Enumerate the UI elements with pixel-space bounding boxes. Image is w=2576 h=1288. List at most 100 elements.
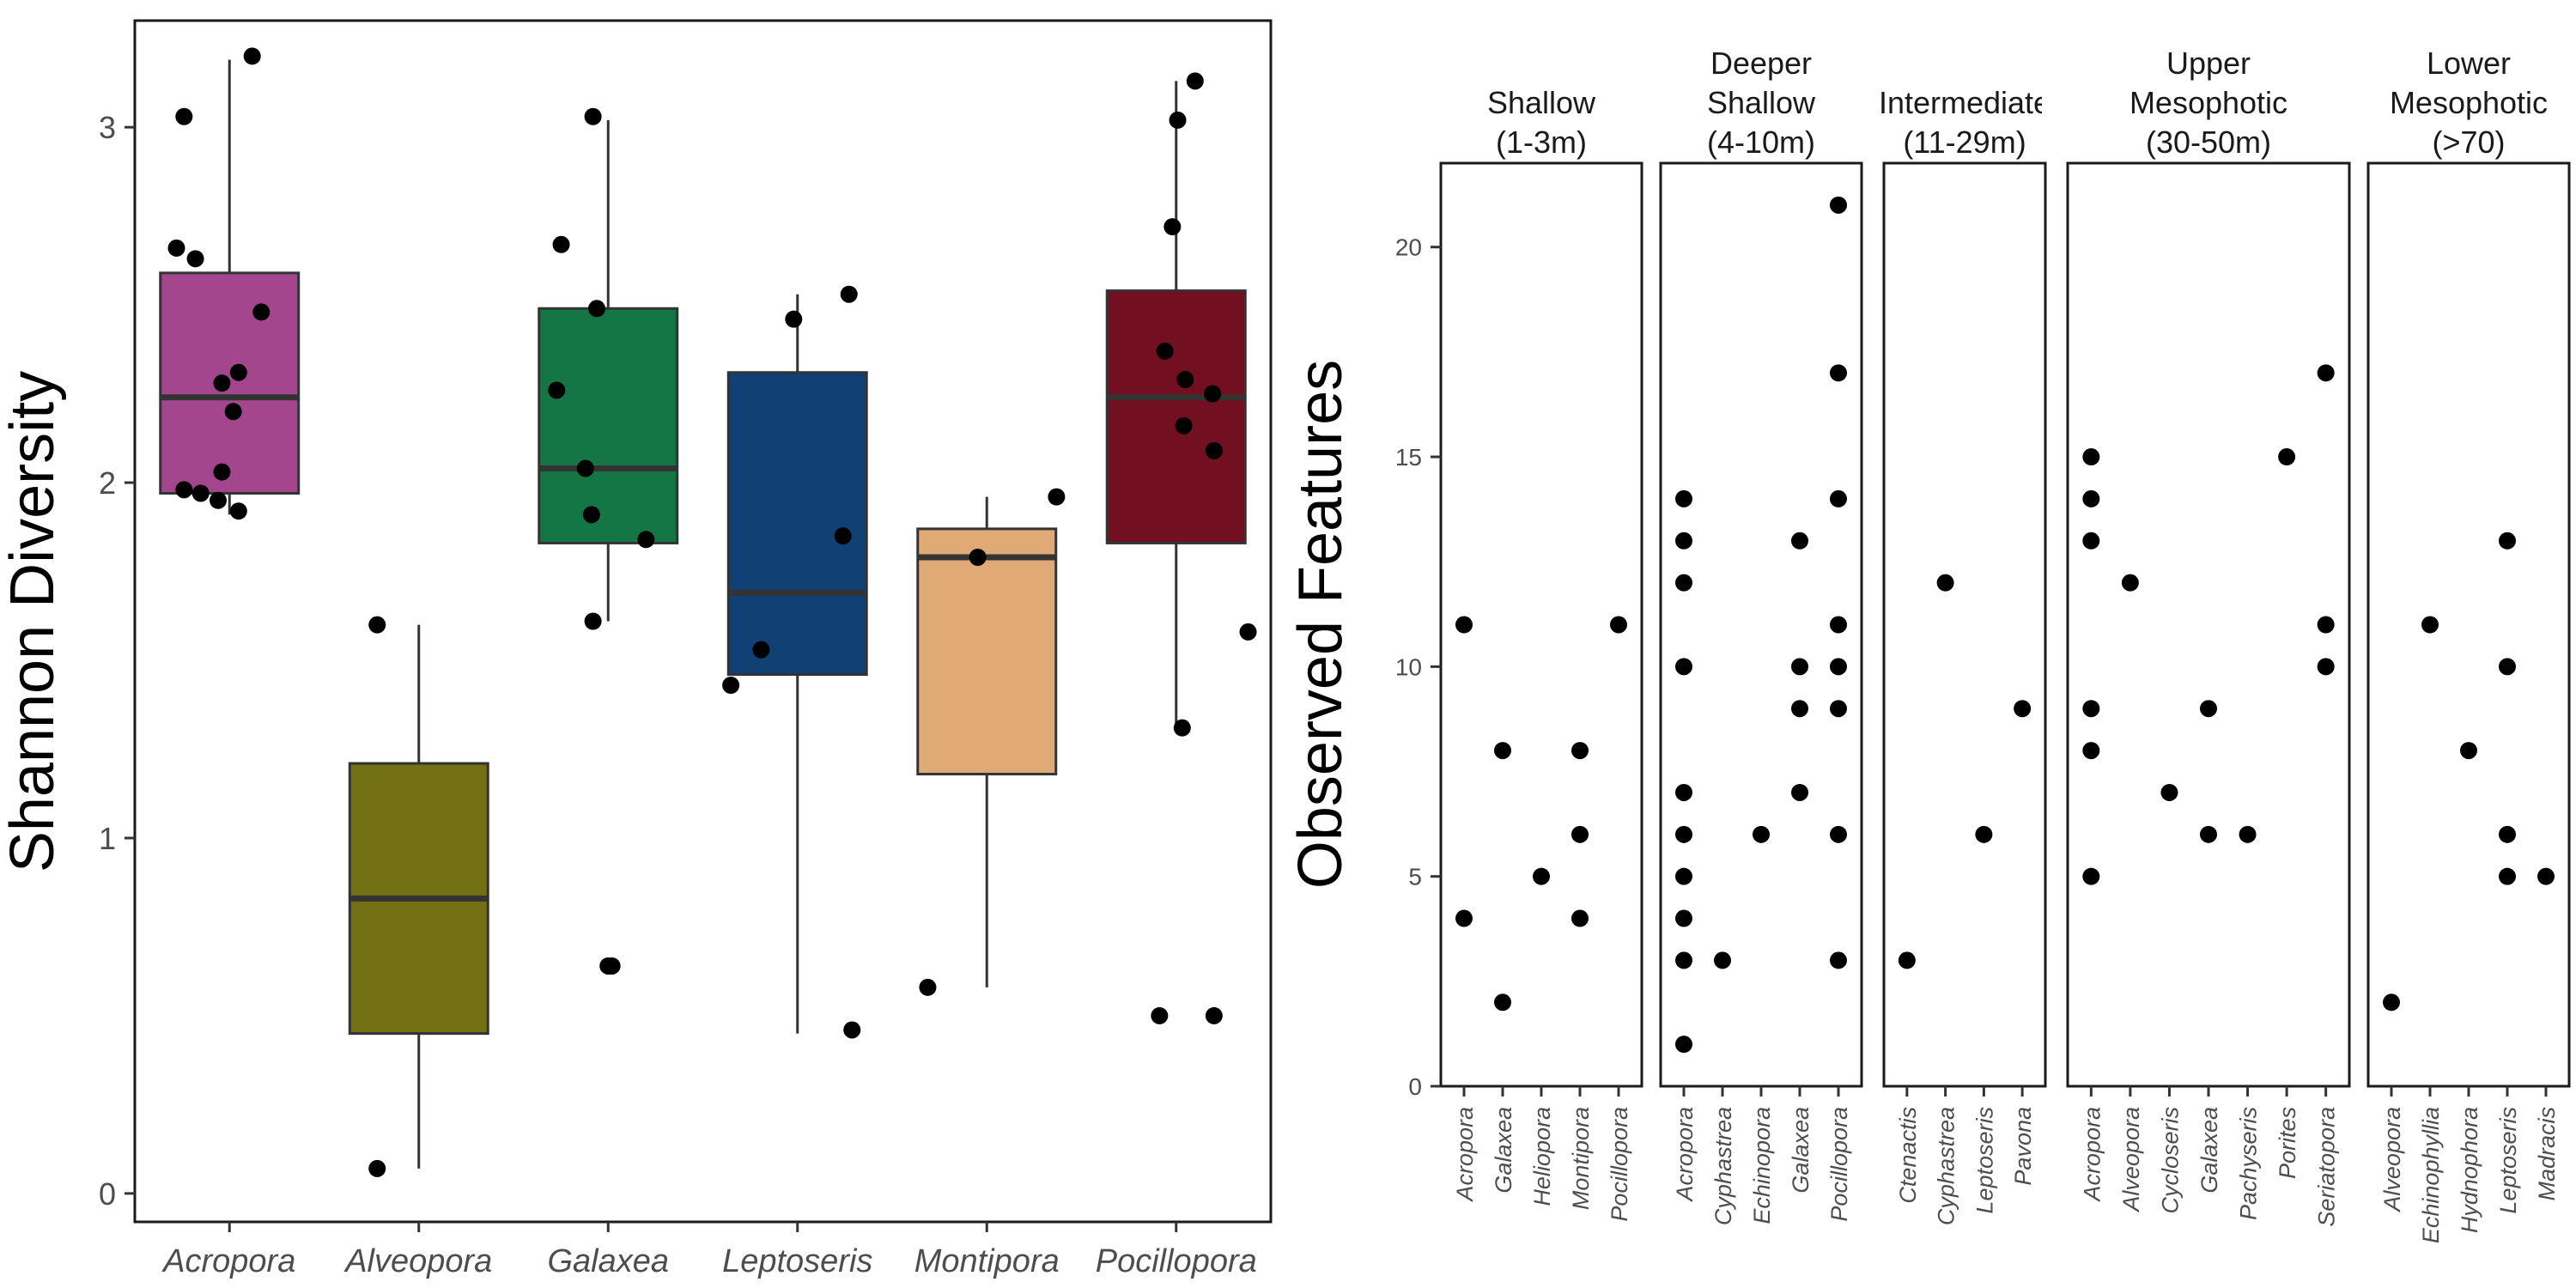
point-acropora-8	[213, 374, 231, 392]
facet-3-point-11	[2278, 448, 2296, 466]
facet-3-point-5	[2082, 448, 2100, 466]
facet-1-point-10	[1714, 951, 1731, 969]
facet-3-point-1	[2082, 742, 2100, 760]
y-tick-label-2: 2	[99, 465, 116, 501]
facet-strip-label-line: (>70)	[2432, 125, 2505, 160]
facet-3-point-14	[2317, 364, 2335, 382]
facet-3-point-9	[2200, 700, 2217, 718]
facet-1-point-19	[1830, 658, 1847, 676]
box-montipora	[916, 527, 1058, 775]
point-leptoseris-4	[722, 677, 740, 695]
x-tick-label-galaxea: Galaxea	[547, 1243, 669, 1279]
facet-strip-label-4: Lower Mesophotic (>70)	[2390, 46, 2548, 160]
facet-1-point-7	[1675, 574, 1692, 592]
facet-1-point-14	[1791, 658, 1808, 676]
facet-3-point-0	[2082, 867, 2100, 885]
facet-1-x-tick-label-acropora: Acropora	[1672, 1107, 1698, 1203]
facet-3-x-tick-label-seriatopora: Seriatopora	[2314, 1107, 2340, 1227]
x-tick-label-acropora: Acropora	[161, 1243, 295, 1279]
facet-0-point-3	[1494, 742, 1511, 760]
facet-4-x-tick-label-hydnophora: Hydnophora	[2457, 1107, 2482, 1233]
facet-strip-label-2: Intermediate (11-29m)	[1879, 85, 2050, 160]
facet-4-point-5	[2499, 658, 2516, 676]
facet-2-x-tick-label-pavona: Pavona	[2010, 1107, 2036, 1186]
right-y-axis-label: Observed Features	[1286, 360, 1355, 889]
facet-strip-label-3: Upper Mesophotic (30-50m)	[2129, 46, 2287, 160]
box-galaxea	[538, 307, 679, 544]
facet-1-point-17	[1830, 825, 1847, 843]
facet-1-point-15	[1791, 532, 1808, 550]
facet-4-x-tick-label-madracis: Madracis	[2534, 1107, 2560, 1201]
x-tick-label-montipora: Montipora	[914, 1243, 1060, 1279]
facet-1-point-1	[1675, 951, 1692, 969]
facet-1-x-tick-label-cyphastrea: Cyphastrea	[1710, 1107, 1736, 1225]
facet-strip-label-line: Deeper	[1710, 46, 1812, 81]
point-galaxea-7	[637, 531, 655, 549]
facet-2-x-tick-label-leptoseris: Leptoseris	[1971, 1107, 1997, 1214]
facet-strip-label-0: Shallow (1-3m)	[1487, 85, 1596, 160]
x-tick-label-pocillopora: Pocillopora	[1096, 1243, 1257, 1279]
facet-0-x-tick-label-acropora: Acropora	[1452, 1107, 1478, 1203]
left-points	[167, 47, 1257, 1177]
facet-2-x-tick-label-cyphastrea: Cyphastrea	[1934, 1107, 1959, 1225]
facet-0-x-tick-label-pocillopora: Pocillopora	[1607, 1107, 1632, 1222]
right-y-tick-label-15: 15	[1395, 444, 1422, 471]
facet-strip-label-line: Mesophotic	[2129, 85, 2287, 120]
facet-2-x-tick-label-ctenactis: Ctenactis	[1895, 1107, 1921, 1204]
point-pocillopora-11	[1205, 1006, 1223, 1024]
facet-panel-0	[1439, 161, 1643, 1088]
facet-panel-3	[2066, 161, 2351, 1088]
facet-2: Intermediate (11-29m) Ctenactis Cyphastrea L…	[1879, 85, 2050, 1225]
facet-1-point-4	[1675, 825, 1692, 843]
point-acropora-4	[191, 484, 210, 502]
facet-4-point-0	[2383, 993, 2400, 1012]
point-pocillopora-5	[1175, 416, 1193, 434]
right-y-tick-label-0: 0	[1408, 1073, 1422, 1100]
facet-strip-label-line: Intermediate	[1879, 85, 2050, 120]
point-montipora-0	[969, 548, 987, 566]
x-tick-label-alveopora: Alveopora	[343, 1243, 492, 1279]
right-facets: Shallow (1-3m) Acropora Galaxea Heliopora Mon…	[1439, 46, 2571, 1243]
y-tick-label-0: 0	[99, 1176, 116, 1212]
facet-strip-label-line: Shallow	[1707, 85, 1816, 120]
facet-4-point-4	[2499, 825, 2516, 843]
point-galaxea-2	[548, 381, 566, 399]
point-pocillopora-3	[1156, 342, 1174, 360]
facet-panel-1	[1659, 161, 1863, 1088]
facet-1-point-22	[1830, 364, 1847, 382]
right-y-tick-label-10: 10	[1395, 653, 1422, 680]
point-acropora-9	[229, 363, 247, 381]
facet-strip-label-line: (30-50m)	[2146, 125, 2271, 160]
point-pocillopora-0	[1186, 72, 1204, 90]
facet-2-point-2	[1975, 825, 1993, 843]
right-y-tick-label-5: 5	[1408, 864, 1422, 890]
point-pocillopora-2	[1163, 218, 1182, 236]
point-acropora-6	[229, 502, 247, 520]
observed-features-facets: Shallow (1-3m) Acropora Galaxea Heliopora Mon…	[1286, 46, 2571, 1243]
point-acropora-7	[213, 463, 231, 481]
facet-4-point-2	[2460, 742, 2477, 760]
point-leptoseris-2	[834, 527, 852, 545]
facet-strip-label-line: Shallow	[1487, 85, 1596, 120]
facet-4-point-7	[2537, 867, 2555, 885]
left-x-axis: Acropora Alveopora Galaxea Leptoseris Montip…	[161, 1222, 1257, 1279]
facet-1-point-16	[1830, 951, 1847, 969]
facet-0-point-2	[1494, 993, 1511, 1012]
facet-4-point-3	[2499, 867, 2516, 885]
point-leptoseris-1	[840, 285, 858, 303]
point-acropora-11	[252, 303, 270, 321]
point-leptoseris-3	[752, 641, 770, 659]
y-tick-label-1: 1	[99, 821, 116, 856]
point-acropora-1	[167, 239, 185, 257]
facet-1-x-tick-label-pocillopora: Pocillopora	[1826, 1107, 1852, 1222]
point-pocillopora-9	[1239, 623, 1257, 641]
facet-3-point-7	[2160, 783, 2178, 801]
point-montipora-2	[919, 978, 937, 996]
point-pocillopora-1	[1169, 111, 1187, 129]
facet-3-point-10	[2239, 825, 2257, 843]
facet-1-point-9	[1675, 489, 1692, 507]
box-leptoseris	[726, 371, 868, 677]
facet-3-x-tick-label-cycloseris: Cycloseris	[2157, 1107, 2183, 1214]
x-tick-label-leptoseris: Leptoseris	[722, 1243, 872, 1279]
